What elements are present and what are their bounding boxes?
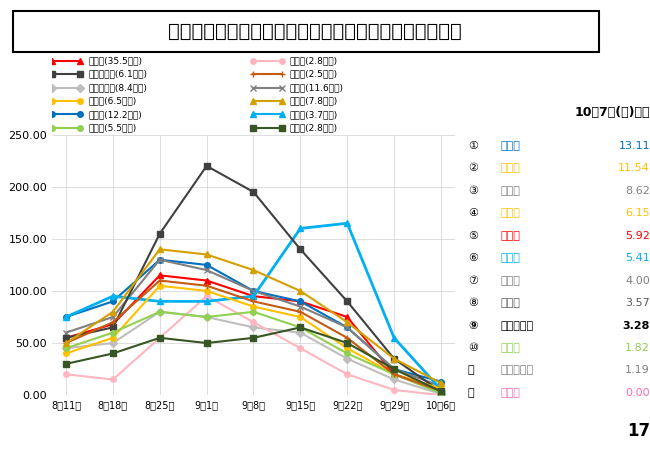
Text: 奈良市(35.5万人): 奈良市(35.5万人) bbox=[88, 56, 142, 65]
Text: 桜井市(5.5万人): 桜井市(5.5万人) bbox=[88, 123, 136, 132]
Text: 3.57: 3.57 bbox=[625, 298, 650, 308]
Text: 1.82: 1.82 bbox=[625, 343, 650, 353]
Text: ⑩: ⑩ bbox=[468, 343, 478, 353]
Text: 橿原市(12.2万人): 橿原市(12.2万人) bbox=[88, 110, 142, 119]
Text: 大和高田市: 大和高田市 bbox=[500, 321, 534, 330]
Text: 大和高田市(6.1万人): 大和高田市(6.1万人) bbox=[88, 70, 148, 79]
Text: 4.00: 4.00 bbox=[625, 276, 650, 286]
Text: ⑦: ⑦ bbox=[468, 276, 478, 286]
Text: 8.62: 8.62 bbox=[625, 186, 650, 196]
Text: 13.11: 13.11 bbox=[618, 141, 650, 151]
Text: 0.00: 0.00 bbox=[625, 388, 650, 398]
Text: ④: ④ bbox=[468, 208, 478, 218]
Text: 6.15: 6.15 bbox=[625, 208, 650, 218]
Text: 大和郡山市(8.4万人): 大和郡山市(8.4万人) bbox=[88, 83, 147, 92]
Text: 御所市: 御所市 bbox=[500, 276, 521, 286]
Text: ③: ③ bbox=[468, 186, 478, 196]
Text: 11.54: 11.54 bbox=[618, 163, 650, 173]
Text: 香芝市(7.8万人): 香芝市(7.8万人) bbox=[290, 97, 338, 106]
Text: 宇陀市(2.8万人): 宇陀市(2.8万人) bbox=[290, 123, 338, 132]
Text: 5.41: 5.41 bbox=[625, 253, 650, 263]
Text: ⑫: ⑫ bbox=[468, 388, 474, 398]
Text: 御所市(2.5万人): 御所市(2.5万人) bbox=[290, 70, 338, 79]
Text: 天理市(6.5万人): 天理市(6.5万人) bbox=[88, 97, 136, 106]
Text: 桜井市: 桜井市 bbox=[500, 343, 521, 353]
Text: 生駒市: 生駒市 bbox=[500, 186, 521, 196]
Text: 5.92: 5.92 bbox=[625, 231, 650, 241]
Text: 1.19: 1.19 bbox=[625, 365, 650, 375]
Text: 五條市: 五條市 bbox=[500, 388, 521, 398]
Text: 葛城市: 葛城市 bbox=[500, 253, 521, 263]
Text: 17: 17 bbox=[627, 422, 650, 440]
Text: ②: ② bbox=[468, 163, 478, 173]
Text: ①: ① bbox=[468, 141, 478, 151]
Text: 橿原市: 橿原市 bbox=[500, 141, 521, 151]
Text: ⑨: ⑨ bbox=[468, 321, 477, 330]
Text: ⑧: ⑧ bbox=[468, 298, 478, 308]
Text: 香芝市: 香芝市 bbox=[500, 163, 521, 173]
Text: 生駒市(11.6万人): 生駒市(11.6万人) bbox=[290, 83, 344, 92]
Text: 五條市(2.8万人): 五條市(2.8万人) bbox=[290, 56, 338, 65]
Text: 葛城市(3.7万人): 葛城市(3.7万人) bbox=[290, 110, 338, 119]
Text: ⑥: ⑥ bbox=[468, 253, 478, 263]
Text: 大和郡山市: 大和郡山市 bbox=[500, 365, 534, 375]
Text: 県内１２市の直近１週間の１０万人当たり陽性者数推移: 県内１２市の直近１週間の１０万人当たり陽性者数推移 bbox=[168, 22, 462, 41]
Text: 宇陀市: 宇陀市 bbox=[500, 298, 521, 308]
Text: 10月7日(木)時点: 10月7日(木)時点 bbox=[575, 106, 650, 119]
Text: ⑪: ⑪ bbox=[468, 365, 474, 375]
Text: 天理市: 天理市 bbox=[500, 208, 521, 218]
Text: ⑤: ⑤ bbox=[468, 231, 478, 241]
Text: 奈良市: 奈良市 bbox=[500, 231, 521, 241]
FancyBboxPatch shape bbox=[13, 11, 599, 52]
Text: 3.28: 3.28 bbox=[623, 321, 650, 330]
